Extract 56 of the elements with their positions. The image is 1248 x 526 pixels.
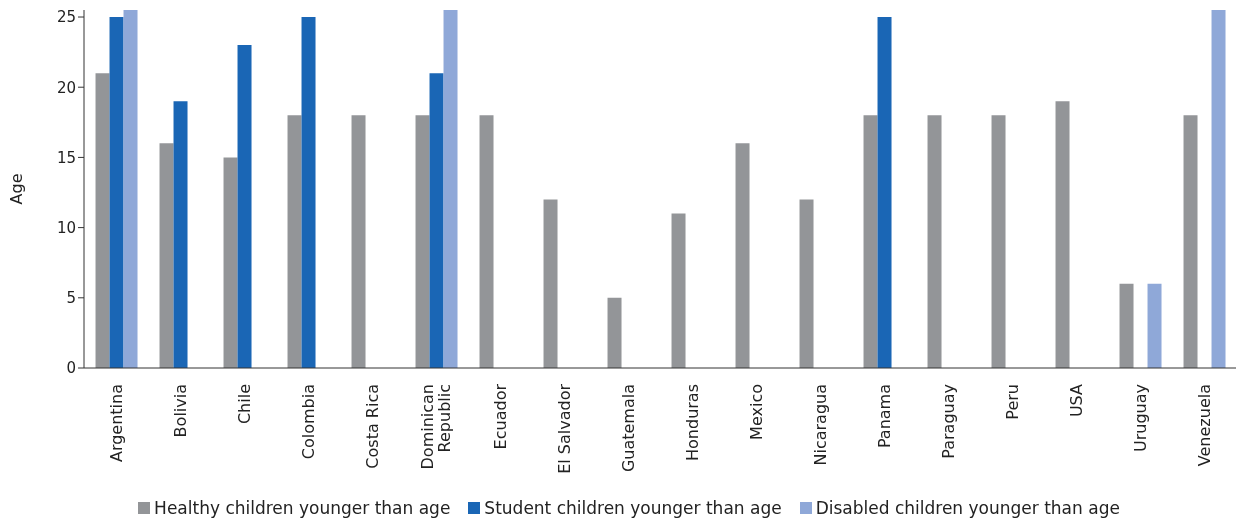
x-tick-label: Nicaragua [810,384,830,466]
bar [799,199,814,368]
y-tick-label: 0 [66,359,76,378]
legend-label: Student children younger than age [483,498,782,518]
bar [735,143,750,368]
bar [543,199,558,368]
bar [287,115,302,368]
bar [1147,283,1162,368]
y-tick-label: 20 [56,78,76,97]
bar [237,45,252,368]
x-tick-label: Dominican Republic [418,384,455,470]
bar [1055,101,1070,368]
x-tick-label: Ecuador [490,383,510,450]
bar [223,157,238,368]
bar [109,17,124,368]
bar [429,73,444,368]
x-tick-label: Venezuela [1194,384,1214,467]
x-tick-label: Paraguay [938,384,958,459]
x-tick-label: USA [1066,383,1086,418]
y-tick-label: 15 [56,148,76,167]
bar [1183,115,1198,368]
bar [1119,283,1134,368]
y-axis-title: Age [6,173,26,205]
x-tick-label: Panama [874,384,894,449]
bar [1211,10,1226,368]
legend-label: Disabled children younger than age [814,498,1120,518]
x-tick-label: Colombia [298,384,318,460]
x-tick-label: Mexico [746,384,766,440]
x-tick-label: Honduras [682,384,702,461]
bar [351,115,366,368]
x-tick-label: Guatemala [618,384,638,473]
bar [159,143,174,368]
bar [415,115,430,368]
x-tick-label: El Salvador [554,383,574,474]
bar [671,213,686,368]
y-tick-label: 5 [66,289,76,308]
legend-label: Healthy children younger than age [153,498,451,518]
x-tick-label: Argentina [106,384,126,463]
bar [123,10,138,368]
bar [991,115,1006,368]
bar [443,10,458,368]
x-tick-label: Uruguay [1130,384,1150,452]
bar [95,73,110,368]
bar [877,17,892,368]
bar [479,115,494,368]
bar [173,101,188,368]
y-tick-label: 25 [56,8,76,27]
bar [607,297,622,368]
x-tick-label: Chile [234,384,254,425]
x-tick-label: Peru [1002,384,1022,420]
x-tick-label: Costa Rica [362,384,382,469]
bar [927,115,942,368]
bar [863,115,878,368]
bar [301,17,316,368]
x-tick-label: Bolivia [170,384,190,438]
y-tick-label: 10 [56,218,76,237]
